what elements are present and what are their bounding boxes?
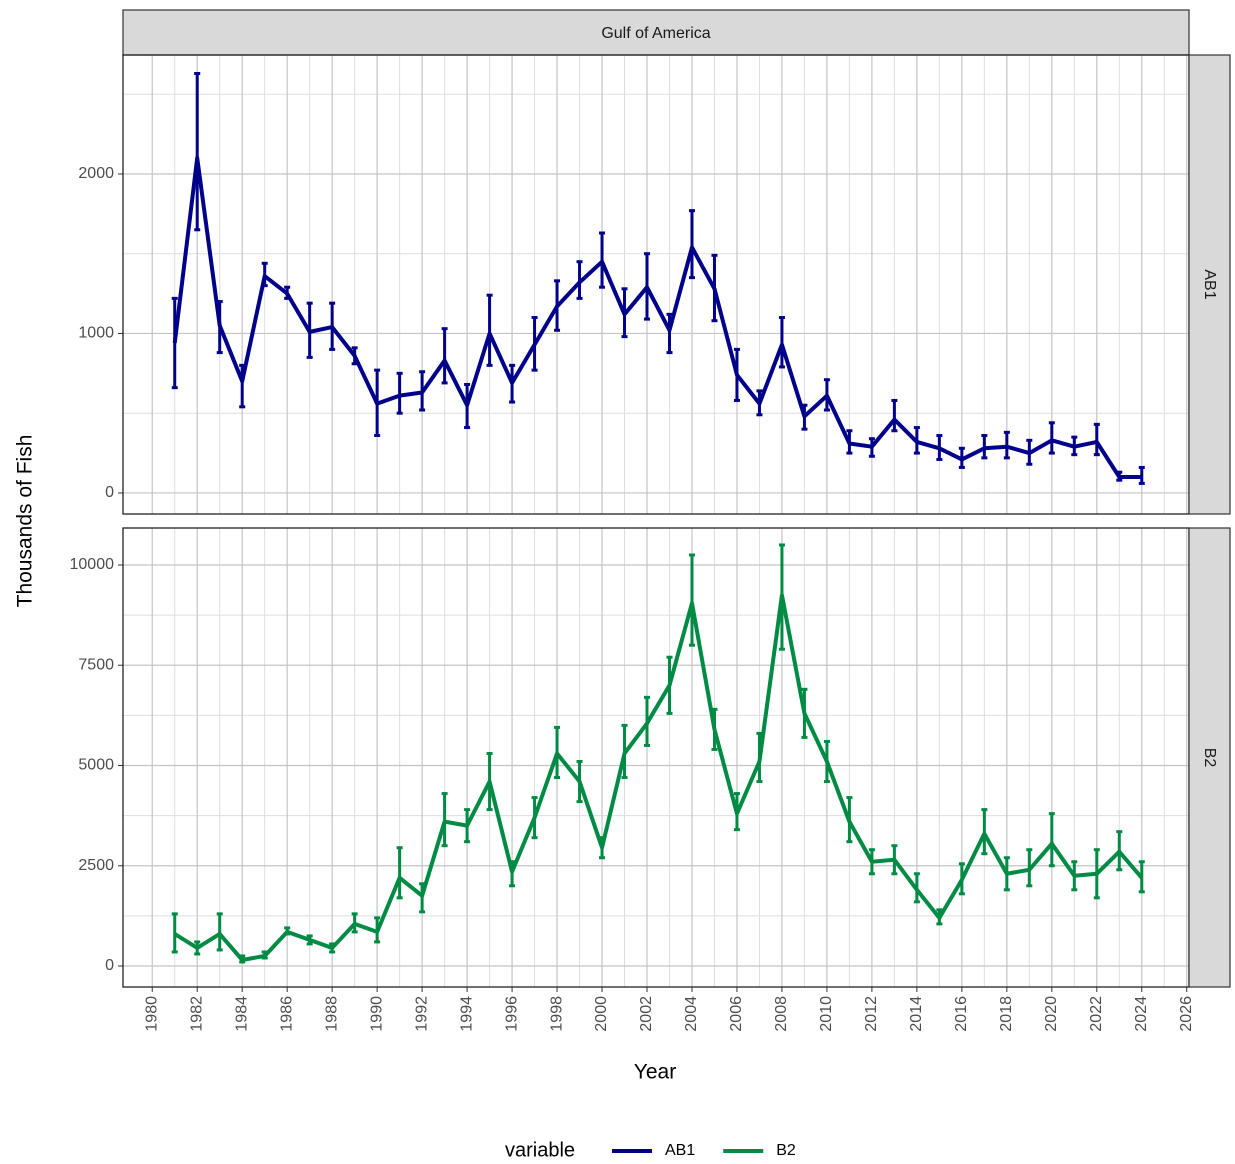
x-tick-label: 2010 [818, 996, 835, 1032]
x-tick-label: 1986 [278, 996, 295, 1032]
x-tick-label: 1984 [233, 996, 250, 1032]
x-tick-label: 2002 [638, 996, 655, 1032]
series-line [173, 593, 1144, 962]
x-tick-label: 2000 [593, 996, 610, 1032]
y-tick-label: 2000 [78, 165, 114, 182]
x-tick-label: 2022 [1088, 996, 1105, 1032]
x-tick-label: 1992 [413, 996, 430, 1032]
x-tick-label: 2008 [773, 996, 790, 1032]
facet-strip [1188, 54, 1231, 515]
x-tick-label: 1988 [323, 996, 340, 1032]
x-tick-label: 1980 [143, 996, 160, 1032]
y-tick-label: 5000 [78, 757, 114, 774]
x-tick-label: 2016 [953, 996, 970, 1032]
y-tick-label: 2500 [78, 857, 114, 874]
x-tick-label: 1994 [458, 996, 475, 1032]
x-tick-label: 2026 [1178, 996, 1195, 1032]
x-tick-label: 2014 [908, 996, 925, 1032]
legend-label: AB1 [665, 1142, 695, 1159]
facet-label: AB1 [1201, 269, 1218, 299]
facet-label: B2 [1201, 748, 1218, 768]
facet-strip [122, 9, 1190, 56]
y-tick-label: 1000 [78, 325, 114, 342]
x-tick-label: 2024 [1133, 996, 1150, 1032]
x-tick-label: 1982 [188, 996, 205, 1032]
x-tick-label: 1996 [503, 996, 520, 1032]
x-tick-label: 1990 [368, 996, 385, 1032]
y-axis-label: Thousands of Fish [14, 435, 37, 608]
x-tick-label: 2006 [728, 996, 745, 1032]
x-tick-label: 1998 [548, 996, 565, 1032]
legend-title: variable [505, 1139, 575, 1161]
x-tick-label: 2020 [1043, 996, 1060, 1032]
x-tick-label: 2018 [998, 996, 1015, 1032]
y-tick-label: 0 [105, 957, 114, 974]
y-tick-label: 10000 [70, 556, 115, 573]
y-tick-label: 7500 [78, 656, 114, 673]
series-line [172, 156, 1142, 479]
chart-title: Gulf of America [601, 25, 710, 42]
facet-strip [1188, 527, 1231, 988]
x-tick-label: 2004 [683, 996, 700, 1032]
y-tick-label: 0 [105, 484, 114, 501]
x-axis-label: Year [634, 1061, 676, 1084]
x-tick-label: 2012 [863, 996, 880, 1032]
legend-label: B2 [776, 1142, 796, 1159]
